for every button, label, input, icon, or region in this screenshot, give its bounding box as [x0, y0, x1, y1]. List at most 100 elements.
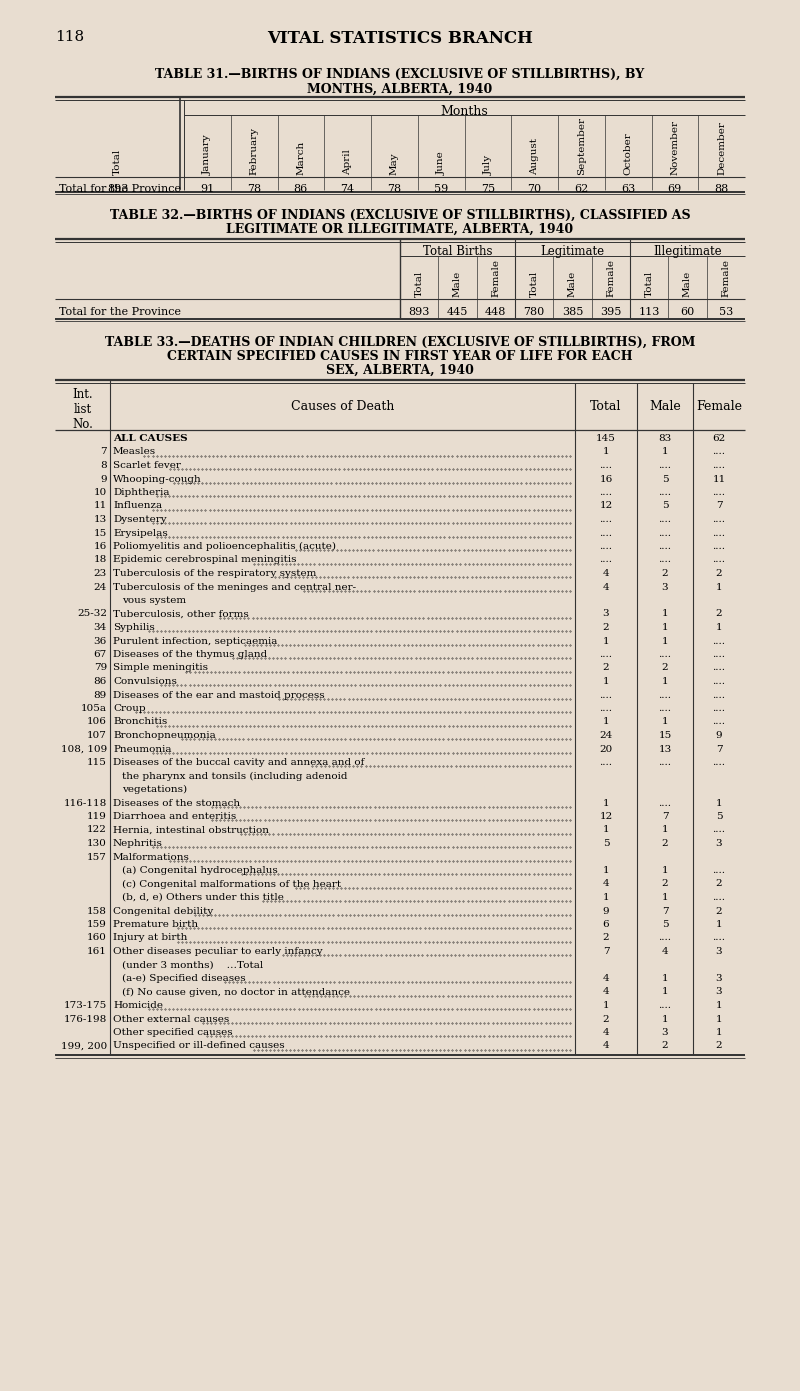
Text: Diphtheria: Diphtheria [113, 488, 170, 497]
Text: 86: 86 [294, 184, 308, 193]
Text: 1: 1 [662, 718, 668, 726]
Text: 1: 1 [602, 718, 610, 726]
Text: ....: .... [713, 677, 726, 686]
Text: 59: 59 [434, 184, 448, 193]
Text: 1: 1 [602, 1002, 610, 1010]
Text: 1: 1 [662, 825, 668, 835]
Text: 91: 91 [200, 184, 214, 193]
Text: Diseases of the buccal cavity and annexa and of: Diseases of the buccal cavity and annexa… [113, 758, 364, 766]
Text: May: May [390, 153, 399, 175]
Text: 11: 11 [94, 502, 107, 510]
Text: 445: 445 [447, 307, 468, 317]
Text: 70: 70 [527, 184, 542, 193]
Text: 12: 12 [599, 812, 613, 821]
Text: 158: 158 [87, 907, 107, 915]
Text: 1: 1 [716, 1028, 722, 1038]
Text: 8: 8 [100, 460, 107, 470]
Text: 116-118: 116-118 [64, 798, 107, 808]
Text: 9: 9 [716, 732, 722, 740]
Text: Other external causes: Other external causes [113, 1014, 230, 1024]
Text: 159: 159 [87, 919, 107, 929]
Text: Simple meningitis: Simple meningitis [113, 664, 208, 672]
Text: (a-e) Specified diseases: (a-e) Specified diseases [122, 974, 246, 983]
Text: Premature birth: Premature birth [113, 919, 198, 929]
Text: ALL CAUSES: ALL CAUSES [113, 434, 188, 442]
Text: LEGITIMATE OR ILLEGITIMATE, ALBERTA, 1940: LEGITIMATE OR ILLEGITIMATE, ALBERTA, 194… [226, 223, 574, 236]
Text: Tuberculosis of the meninges and central ner-: Tuberculosis of the meninges and central… [113, 583, 356, 591]
Text: 1: 1 [662, 893, 668, 901]
Text: ....: .... [599, 542, 613, 551]
Text: vegetations): vegetations) [122, 785, 187, 794]
Text: 2: 2 [662, 569, 668, 579]
Text: 3: 3 [662, 1028, 668, 1038]
Text: TABLE 32.—BIRTHS OF INDIANS (EXCLUSIVE OF STILLBIRTHS), CLASSIFIED AS: TABLE 32.—BIRTHS OF INDIANS (EXCLUSIVE O… [110, 209, 690, 223]
Text: 3: 3 [716, 974, 722, 983]
Text: 157: 157 [87, 853, 107, 861]
Text: ....: .... [658, 529, 671, 537]
Text: 2: 2 [716, 907, 722, 915]
Text: Diseases of the stomach: Diseases of the stomach [113, 798, 240, 808]
Text: Purulent infection, septicaemia: Purulent infection, septicaemia [113, 637, 278, 645]
Text: Total for the Province: Total for the Province [59, 184, 181, 193]
Text: ....: .... [599, 650, 613, 659]
Text: 4: 4 [602, 879, 610, 889]
Text: Female: Female [696, 401, 742, 413]
Text: 118: 118 [55, 31, 84, 45]
Text: Other specified causes: Other specified causes [113, 1028, 233, 1038]
Text: 67: 67 [94, 650, 107, 659]
Text: Diseases of the ear and mastoid process: Diseases of the ear and mastoid process [113, 690, 325, 700]
Text: 36: 36 [94, 637, 107, 645]
Text: Total: Total [590, 401, 622, 413]
Text: ....: .... [658, 798, 671, 808]
Text: ....: .... [713, 529, 726, 537]
Text: Tuberculosis, other forms: Tuberculosis, other forms [113, 609, 249, 619]
Text: 78: 78 [387, 184, 402, 193]
Text: 7: 7 [100, 448, 107, 456]
Text: 1: 1 [716, 798, 722, 808]
Text: 5: 5 [662, 919, 668, 929]
Text: 88: 88 [714, 184, 729, 193]
Text: Months: Months [441, 104, 488, 118]
Text: 1: 1 [716, 623, 722, 632]
Text: Epidemic cerebrospinal meningitis: Epidemic cerebrospinal meningitis [113, 555, 297, 565]
Text: ....: .... [599, 555, 613, 565]
Text: ....: .... [713, 488, 726, 497]
Text: 130: 130 [87, 839, 107, 849]
Text: 53: 53 [718, 307, 733, 317]
Text: Int.
list
No.: Int. list No. [72, 388, 93, 431]
Text: 3: 3 [716, 947, 722, 956]
Text: 78: 78 [247, 184, 261, 193]
Text: 1: 1 [716, 1002, 722, 1010]
Text: 108, 109: 108, 109 [61, 744, 107, 754]
Text: Unspecified or ill-defined causes: Unspecified or ill-defined causes [113, 1042, 285, 1050]
Text: ....: .... [713, 460, 726, 470]
Text: Pneumonia: Pneumonia [113, 744, 171, 754]
Text: 5: 5 [602, 839, 610, 849]
Text: 3: 3 [662, 583, 668, 591]
Text: 13: 13 [94, 515, 107, 524]
Text: Tuberculosis of the respiratory system: Tuberculosis of the respiratory system [113, 569, 316, 579]
Text: (f) No cause given, no doctor in attendance: (f) No cause given, no doctor in attenda… [122, 988, 350, 996]
Text: 2: 2 [662, 664, 668, 672]
Text: 4: 4 [602, 583, 610, 591]
Text: 145: 145 [596, 434, 616, 442]
Text: 5: 5 [716, 812, 722, 821]
Text: Hernia, intestinal obstruction: Hernia, intestinal obstruction [113, 825, 269, 835]
Text: 16: 16 [599, 474, 613, 484]
Text: 2: 2 [716, 569, 722, 579]
Text: 11: 11 [712, 474, 726, 484]
Text: (c) Congenital malformations of the heart: (c) Congenital malformations of the hear… [122, 879, 341, 889]
Text: 10: 10 [94, 488, 107, 497]
Text: January: January [203, 135, 212, 175]
Text: 893: 893 [107, 184, 128, 193]
Text: 15: 15 [94, 529, 107, 537]
Text: Whooping-cough: Whooping-cough [113, 474, 202, 484]
Text: 2: 2 [662, 839, 668, 849]
Text: Poliomyelitis and polioencephalitis (acute): Poliomyelitis and polioencephalitis (acu… [113, 542, 336, 551]
Text: 176-198: 176-198 [64, 1014, 107, 1024]
Text: December: December [717, 121, 726, 175]
Text: ....: .... [599, 758, 613, 766]
Text: 3: 3 [602, 609, 610, 619]
Text: 106: 106 [87, 718, 107, 726]
Text: 1: 1 [662, 609, 668, 619]
